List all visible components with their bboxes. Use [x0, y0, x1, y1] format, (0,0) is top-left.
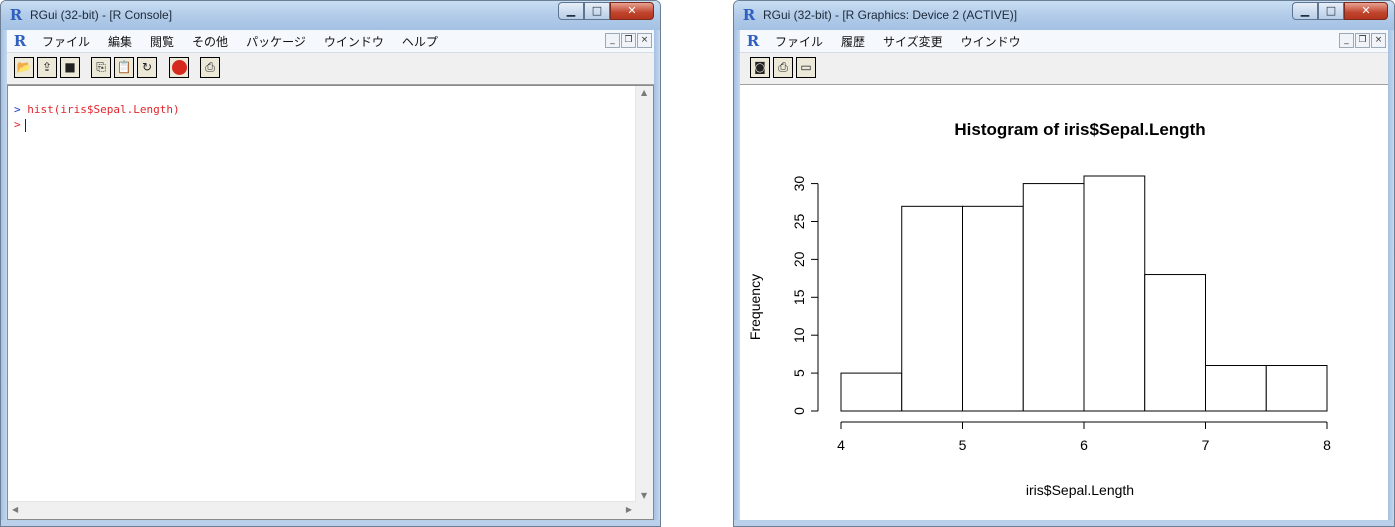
- window-frame-left: [1, 30, 7, 526]
- menu-history[interactable]: 履歴: [841, 34, 866, 49]
- maximize-button[interactable]: □: [1318, 2, 1344, 20]
- y-tick-label: 10: [791, 327, 807, 343]
- print-icon[interactable]: ⎙: [773, 57, 793, 78]
- x-tick-label: 6: [1080, 437, 1088, 453]
- r-logo-icon: R: [742, 6, 756, 24]
- scrollbar-corner: [636, 502, 653, 519]
- chart-title: Histogram of iris$Sepal.Length: [954, 120, 1205, 139]
- histogram-bar: [1083, 175, 1146, 412]
- y-tick-label: 25: [791, 213, 807, 229]
- y-tick-label: 15: [791, 289, 807, 305]
- y-axis-label: Frequency: [747, 274, 763, 340]
- paste-icon[interactable]: 📋: [114, 57, 134, 78]
- window-frame-right: [1388, 30, 1394, 526]
- console-command: hist(iris$Sepal.Length): [27, 103, 180, 116]
- x-axis-label: iris$Sepal.Length: [1026, 482, 1134, 498]
- r-menu-icon[interactable]: R: [746, 32, 760, 50]
- console-icon[interactable]: ▭: [796, 57, 816, 78]
- graphics-toolbar: ◙ ⎙ ▭: [740, 53, 1388, 85]
- x-axis: 4 5 6 7 8: [837, 421, 1331, 453]
- y-tick-label: 0: [791, 407, 807, 415]
- y-tick-label: 20: [791, 251, 807, 267]
- histogram-bar: [1144, 274, 1206, 412]
- menu-packages[interactable]: パッケージ: [246, 34, 306, 49]
- mdi-restore-button[interactable]: ❐: [621, 33, 636, 48]
- stop-icon[interactable]: [169, 57, 189, 78]
- minimize-button[interactable]: ▁: [1292, 2, 1318, 20]
- histogram-bar: [1265, 365, 1328, 412]
- window-frame-bottom: [734, 520, 1394, 526]
- close-button[interactable]: ✕: [610, 2, 654, 20]
- console-titlebar[interactable]: R RGui (32-bit) - [R Console] ▁ □ ✕: [1, 1, 660, 31]
- menu-resize[interactable]: サイズ変更: [883, 34, 943, 49]
- window-frame-left: [734, 30, 740, 526]
- menu-edit[interactable]: 編集: [108, 34, 133, 49]
- print-icon[interactable]: ⎙: [200, 57, 220, 78]
- console-window-title: RGui (32-bit) - [R Console]: [30, 8, 173, 22]
- graphics-window-title: RGui (32-bit) - [R Graphics: Device 2 (A…: [763, 8, 1018, 22]
- horizontal-scrollbar[interactable]: ◀ ▶: [8, 501, 636, 519]
- r-menu-icon[interactable]: R: [13, 32, 27, 50]
- vertical-scrollbar[interactable]: ▲ ▼: [635, 86, 653, 502]
- scroll-up-icon[interactable]: ▲: [641, 88, 648, 97]
- histogram-bars: [840, 175, 1328, 412]
- console-toolbar: 📂 ⇪ ■ ⎘ 📋 ↻ ⎙: [7, 53, 654, 85]
- save-workspace-icon[interactable]: ■: [60, 57, 80, 78]
- window-frame-bottom: [1, 520, 660, 526]
- histogram-bar: [1022, 183, 1085, 412]
- console-menubar: R ファイル 編集 閲覧 その他 パッケージ ウインドウ ヘルプ _ ❐ ×: [7, 30, 654, 53]
- scroll-down-icon[interactable]: ▼: [641, 491, 648, 500]
- mdi-minimize-button[interactable]: _: [605, 33, 620, 48]
- y-tick-label: 30: [791, 176, 807, 192]
- x-tick-label: 8: [1323, 437, 1331, 453]
- load-workspace-icon[interactable]: ⇪: [37, 57, 57, 78]
- y-tick-label: 5: [791, 369, 807, 377]
- menu-file[interactable]: ファイル: [42, 34, 91, 49]
- menu-window[interactable]: ウインドウ: [960, 34, 1021, 49]
- histogram-bar: [840, 372, 903, 412]
- scroll-right-icon[interactable]: ▶: [625, 505, 632, 514]
- menu-help[interactable]: ヘルプ: [401, 34, 438, 49]
- mdi-close-button[interactable]: ×: [1371, 33, 1386, 48]
- histogram-chart: Histogram of iris$Sepal.Length iris$Sepa…: [747, 120, 1331, 498]
- graphics-menubar: R ファイル 履歴 サイズ変更 ウインドウ _ ❐ ×: [740, 30, 1388, 53]
- close-button[interactable]: ✕: [1344, 2, 1388, 20]
- histogram-bar: [962, 205, 1024, 412]
- mdi-minimize-button[interactable]: _: [1339, 33, 1354, 48]
- menu-file[interactable]: ファイル: [775, 34, 824, 49]
- text-cursor: [24, 118, 26, 132]
- graphics-device-area[interactable]: Histogram of iris$Sepal.Length iris$Sepa…: [740, 85, 1388, 520]
- copy-paste-icon[interactable]: ↻: [137, 57, 157, 78]
- graphics-titlebar[interactable]: R RGui (32-bit) - [R Graphics: Device 2 …: [734, 1, 1394, 31]
- copy-metafile-icon[interactable]: ◙: [750, 57, 770, 78]
- r-logo-icon: R: [9, 6, 23, 24]
- menu-window[interactable]: ウインドウ: [323, 34, 384, 49]
- histogram-bar: [1205, 365, 1267, 412]
- console-input-line[interactable]: >: [14, 117, 180, 132]
- histogram-bar: [901, 205, 963, 412]
- x-tick-label: 4: [837, 437, 845, 453]
- mdi-restore-button[interactable]: ❐: [1355, 33, 1370, 48]
- open-script-icon[interactable]: 📂: [14, 57, 34, 78]
- console-area[interactable]: > hist(iris$Sepal.Length) > ▲ ▼ ◀ ▶: [7, 85, 654, 520]
- window-frame-right: [654, 30, 660, 526]
- r-graphics-window: R RGui (32-bit) - [R Graphics: Device 2 …: [733, 0, 1395, 527]
- console-prompt: >: [14, 103, 21, 116]
- menu-view[interactable]: 閲覧: [150, 34, 175, 49]
- r-console-window: R RGui (32-bit) - [R Console] ▁ □ ✕ R ファ…: [0, 0, 661, 527]
- console-prompt: >: [14, 118, 21, 131]
- y-axis: 0 5 10 15 20 25 30: [791, 176, 819, 415]
- copy-icon[interactable]: ⎘: [91, 57, 111, 78]
- mdi-close-button[interactable]: ×: [637, 33, 652, 48]
- x-tick-label: 7: [1202, 437, 1210, 453]
- minimize-button[interactable]: ▁: [558, 2, 584, 20]
- scroll-left-icon[interactable]: ◀: [12, 505, 19, 514]
- menu-misc[interactable]: その他: [192, 34, 229, 49]
- maximize-button[interactable]: □: [584, 2, 610, 20]
- x-tick-label: 5: [959, 437, 967, 453]
- console-line: > hist(iris$Sepal.Length): [14, 102, 180, 117]
